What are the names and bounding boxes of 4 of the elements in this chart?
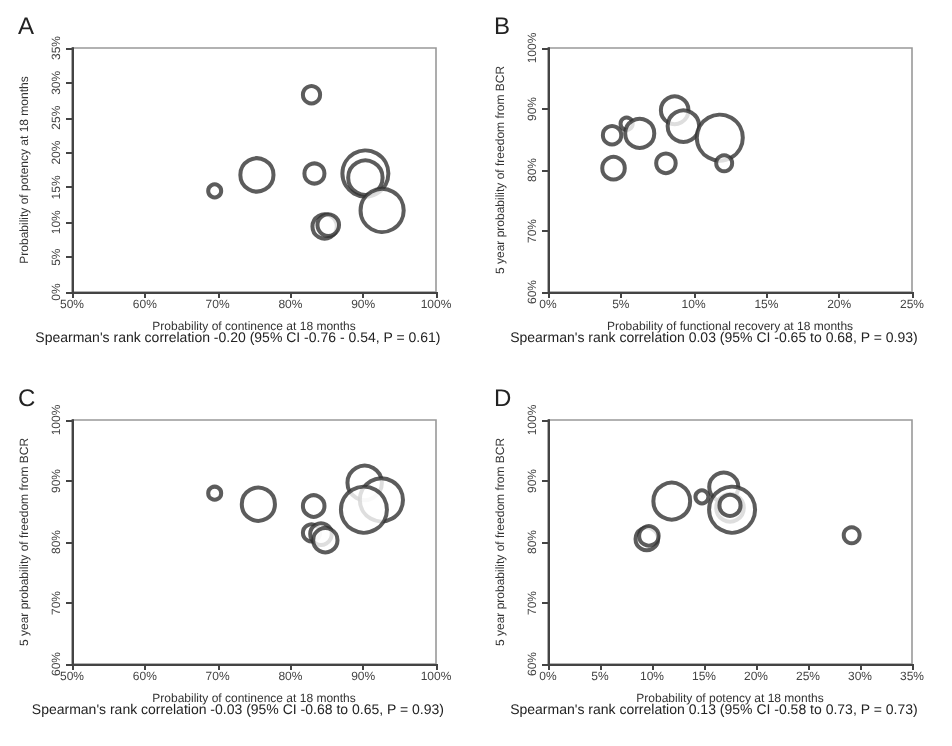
chart-title: C	[18, 384, 36, 412]
chart-title: A	[18, 12, 35, 40]
chart-title: D	[494, 384, 512, 412]
chart-title: B	[494, 12, 511, 40]
